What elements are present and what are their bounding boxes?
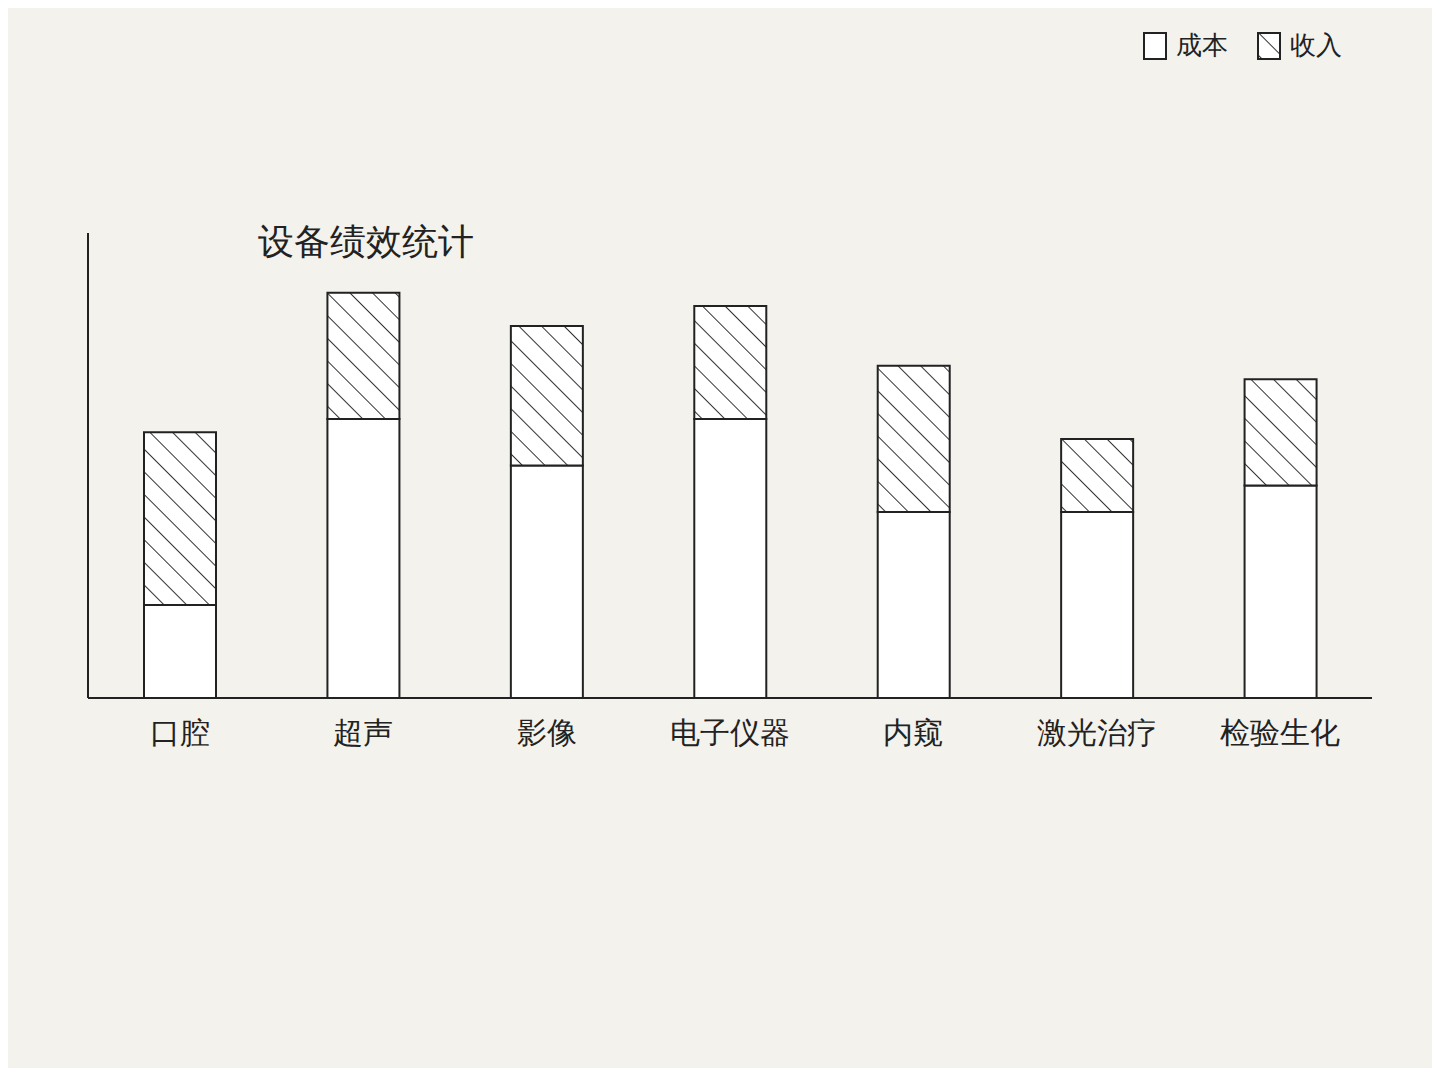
svg-text:电子仪器: 电子仪器 xyxy=(670,715,790,750)
svg-text:检验生化: 检验生化 xyxy=(1220,715,1340,750)
svg-text:激光治疗: 激光治疗 xyxy=(1037,715,1157,750)
html-text:收入: 收入 xyxy=(1290,30,1342,60)
svg-text:内窥: 内窥 xyxy=(883,715,943,750)
svg-text:影像: 影像 xyxy=(517,715,577,750)
html-text:设备绩效统计: 设备绩效统计 xyxy=(258,221,474,262)
svg-text:超声: 超声 xyxy=(333,715,393,750)
html-text:成本: 成本 xyxy=(1176,30,1228,60)
svg-text:口腔: 口腔 xyxy=(150,715,210,750)
